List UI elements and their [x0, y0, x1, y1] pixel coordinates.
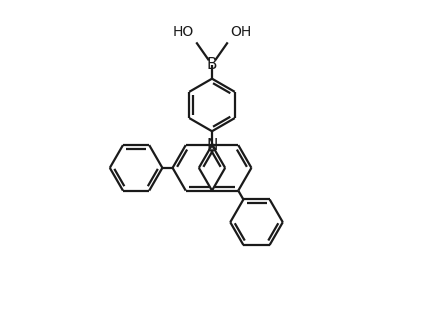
- Text: OH: OH: [231, 25, 252, 39]
- Text: HO: HO: [172, 25, 193, 39]
- Text: N: N: [206, 138, 218, 153]
- Text: B: B: [207, 57, 217, 72]
